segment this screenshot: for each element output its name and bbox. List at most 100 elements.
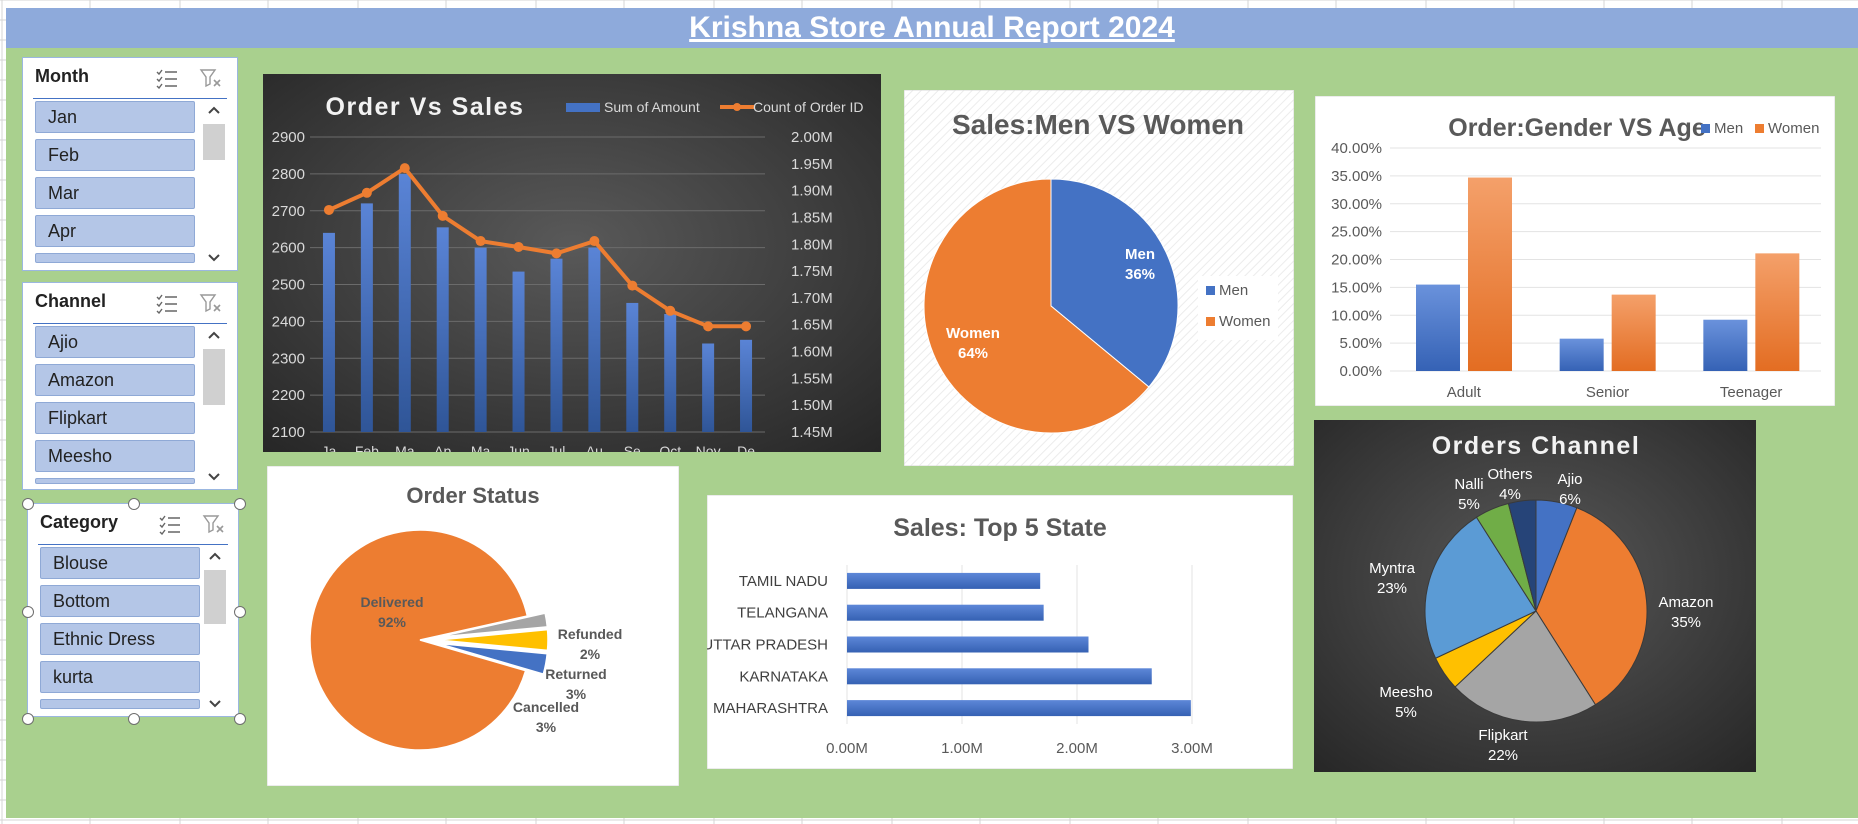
x-tick: 2.00M: [1056, 740, 1098, 757]
resize-handle[interactable]: [234, 713, 246, 725]
legend-swatch: [566, 103, 600, 112]
scrollbar-thumb[interactable]: [203, 124, 225, 160]
slicer-item-ajio[interactable]: Ajio: [35, 326, 195, 358]
category-slicer[interactable]: Category Blouse Bottom Ethnic Dress kurt…: [27, 503, 239, 717]
chevron-down-icon[interactable]: [204, 694, 226, 714]
x-tick: Jun: [507, 443, 530, 452]
y-left-tick: 2300: [272, 350, 305, 367]
slicer-divider: [33, 323, 227, 324]
multi-select-icon[interactable]: [155, 292, 179, 314]
bar: [847, 636, 1089, 653]
data-label: Flipkart: [1478, 727, 1528, 744]
bar-men: [1703, 319, 1748, 371]
bar: [588, 247, 601, 432]
orders-channel-chart[interactable]: Orders Channel Ajio 6% Amazon 35% Flipkart 22%…: [1314, 420, 1756, 772]
multi-select-icon[interactable]: [155, 67, 179, 89]
chevron-up-icon[interactable]: [203, 100, 225, 120]
x-tick: Nov: [696, 443, 721, 452]
chevron-down-icon[interactable]: [203, 248, 225, 268]
slicer-title: Channel: [35, 291, 107, 311]
slicer-item-flipkart[interactable]: Flipkart: [35, 402, 195, 434]
order-vs-sales-chart[interactable]: Order Vs Sales Sum of Amount Count of Orde…: [263, 74, 881, 452]
line-point: [665, 305, 676, 316]
chevron-down-icon[interactable]: [203, 467, 225, 487]
resize-handle[interactable]: [128, 498, 140, 510]
slicer-item-amazon[interactable]: Amazon: [35, 364, 195, 396]
slicer-item-partial[interactable]: [35, 253, 195, 263]
slicer-item-apr[interactable]: Apr: [35, 215, 195, 247]
resize-handle[interactable]: [22, 606, 34, 618]
clear-filter-icon[interactable]: [199, 67, 223, 89]
order-status-chart[interactable]: Order Status Delivered 92% Refunded 2% Return…: [267, 466, 679, 786]
pie-slice: [1424, 516, 1537, 659]
sales-men-women-chart[interactable]: Sales:Men VS Women Men 36% Women 64% Men Women: [904, 90, 1294, 466]
resize-handle[interactable]: [22, 498, 34, 510]
slicer-scrollbar[interactable]: [203, 100, 225, 270]
chevron-up-icon[interactable]: [204, 546, 226, 566]
slicer-item-partial[interactable]: [35, 478, 195, 484]
y-left-tick: 2700: [272, 203, 305, 220]
y-tick: KARNATAKA: [739, 668, 828, 685]
bar: [664, 314, 677, 432]
slicer-scrollbar[interactable]: [204, 546, 226, 716]
resize-handle[interactable]: [128, 713, 140, 725]
data-label: 6%: [1559, 491, 1581, 508]
data-label: 22%: [1488, 747, 1518, 764]
resize-handle[interactable]: [234, 498, 246, 510]
y-right-tick: 1.50M: [791, 397, 833, 414]
chart-title: Sales: Top 5 State: [893, 514, 1107, 542]
x-tick: Ma: [471, 443, 491, 452]
legend-label: Count of Order ID: [753, 99, 864, 115]
legend-swatch: [1755, 124, 1764, 133]
resize-handle[interactable]: [22, 713, 34, 725]
channel-slicer[interactable]: Channel Ajio Amazon Flipkart Meesho: [22, 282, 238, 490]
scrollbar-thumb[interactable]: [203, 349, 225, 405]
data-label: 5%: [1395, 704, 1417, 721]
y-tick: 0.00%: [1339, 363, 1382, 380]
clear-filter-icon[interactable]: [199, 292, 223, 314]
bar-men: [1416, 284, 1460, 371]
order-gender-age-chart[interactable]: Order:Gender VS Age Men Women 40.00% 35.00% 3…: [1315, 96, 1835, 406]
chart-title: Order:Gender VS Age: [1448, 114, 1706, 142]
y-right-tick: 1.90M: [791, 183, 833, 200]
bar: [740, 339, 753, 432]
y-tick: UTTAR PRADESH: [707, 637, 828, 654]
y-left-tick: 2800: [272, 166, 305, 183]
slicer-item-mar[interactable]: Mar: [35, 177, 195, 209]
slicer-item-kurta[interactable]: kurta: [40, 661, 200, 693]
scrollbar-thumb[interactable]: [204, 570, 226, 624]
top5-state-chart[interactable]: Sales: Top 5 State 0.00M 1.00M 2.00M 3.00M TA…: [707, 495, 1293, 769]
clear-filter-icon[interactable]: [202, 513, 226, 535]
data-label: Nalli: [1454, 476, 1483, 493]
slicer-scrollbar[interactable]: [203, 325, 225, 489]
y-tick: 5.00%: [1339, 335, 1382, 352]
line-point: [513, 241, 524, 252]
data-label: 2%: [580, 646, 601, 662]
chevron-up-icon[interactable]: [203, 325, 225, 345]
slicer-item-partial[interactable]: [40, 699, 200, 709]
data-label: 35%: [1671, 614, 1701, 631]
y-tick: MAHARASHTRA: [713, 700, 828, 717]
slicer-item-meesho[interactable]: Meesho: [35, 440, 195, 472]
report-banner: Krishna Store Annual Report 2024: [6, 8, 1858, 48]
slicer-item-feb[interactable]: Feb: [35, 139, 195, 171]
slicer-item-ethnic-dress[interactable]: Ethnic Dress: [40, 623, 200, 655]
x-tick: 0.00M: [826, 740, 868, 757]
slicer-title: Category: [40, 512, 119, 532]
bar: [702, 343, 715, 432]
multi-select-icon[interactable]: [158, 513, 182, 535]
month-slicer[interactable]: Month Jan Feb Mar Apr: [22, 57, 238, 271]
y-right-tick: 2.00M: [791, 129, 833, 146]
data-label: 3%: [566, 686, 587, 702]
y-right-tick: 1.70M: [791, 290, 833, 307]
slicer-item-bottom[interactable]: Bottom: [40, 585, 200, 617]
data-label: Meesho: [1379, 684, 1432, 701]
y-tick: 40.00%: [1331, 140, 1382, 157]
legend-label: Women: [1768, 120, 1819, 137]
bar: [847, 604, 1044, 621]
y-left-tick: 2500: [272, 277, 305, 294]
slicer-item-jan[interactable]: Jan: [35, 101, 195, 133]
slicer-item-blouse[interactable]: Blouse: [40, 547, 200, 579]
x-tick: Adult: [1447, 384, 1482, 401]
resize-handle[interactable]: [234, 606, 246, 618]
